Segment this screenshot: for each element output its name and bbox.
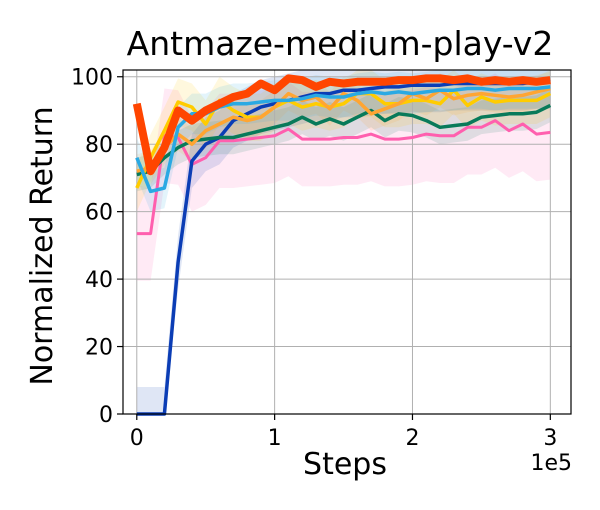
axes: 0 1 2 3 0 20 40 60 80 100: [71, 66, 572, 451]
confidence-bands: [136, 70, 551, 414]
series-line-6: [132, 74, 551, 176]
y-tick-label-3: 60: [85, 201, 113, 226]
x-tick-label-1: 1: [268, 426, 282, 451]
y-tick-label-1: 20: [85, 336, 113, 361]
y-tick-label-5: 100: [71, 66, 113, 91]
x-tick-label-3: 3: [543, 426, 557, 451]
x-axis-title: Steps: [303, 447, 387, 482]
series-line-2: [136, 103, 552, 177]
y-axis-title: Normalized Return: [25, 106, 60, 385]
series-line-4: [136, 86, 551, 173]
series-line-3: [135, 88, 552, 189]
x-tick-label-2: 2: [405, 426, 419, 451]
y-tick-label-2: 40: [85, 268, 113, 293]
chart-title: Antmaze-medium-play-v2: [127, 24, 554, 63]
x-tick-label-0: 0: [130, 426, 144, 451]
series-band-1: [136, 70, 551, 414]
plot-frame: [122, 69, 572, 415]
series-band-2: [136, 88, 551, 192]
y-tick-label-0: 0: [99, 403, 113, 428]
x-offset-label: 1e5: [530, 451, 572, 476]
y-tick-label-4: 80: [85, 133, 113, 158]
series-line-0: [136, 119, 551, 236]
series-band-4: [136, 71, 551, 188]
series-lines: [132, 74, 552, 416]
